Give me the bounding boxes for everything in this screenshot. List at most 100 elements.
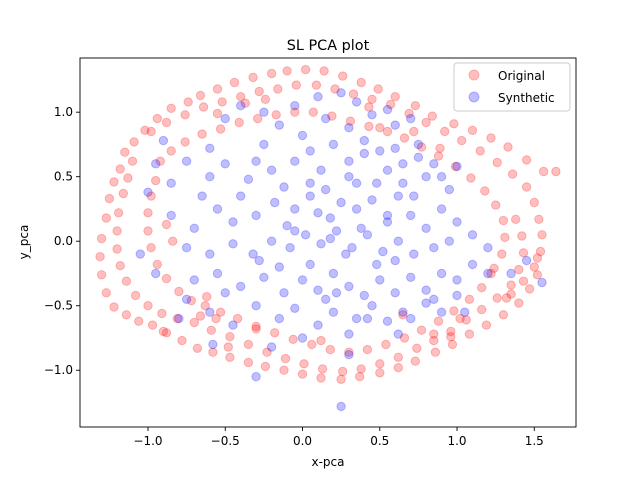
point-synthetic: [316, 239, 326, 249]
point-original: [161, 219, 172, 230]
point-original: [390, 92, 400, 102]
point-synthetic: [375, 146, 385, 156]
point-original: [248, 72, 258, 83]
point-original: [319, 66, 329, 76]
point-original: [336, 374, 346, 384]
point-synthetic: [212, 204, 223, 214]
point-synthetic: [452, 161, 462, 172]
point-original: [532, 253, 543, 263]
point-original: [416, 325, 427, 335]
point-synthetic: [344, 350, 354, 360]
point-synthetic: [236, 281, 246, 292]
point-synthetic: [406, 113, 416, 124]
point-synthetic: [367, 195, 377, 205]
point-synthetic: [359, 148, 369, 159]
point-original: [511, 214, 521, 225]
point-original: [409, 126, 419, 137]
point-synthetic: [452, 217, 462, 227]
point-synthetic: [390, 120, 400, 130]
point-original: [393, 352, 403, 362]
point-synthetic: [351, 178, 362, 188]
point-original: [243, 339, 254, 350]
point-synthetic: [151, 159, 161, 169]
point-synthetic: [212, 268, 223, 279]
point-original: [534, 214, 544, 225]
point-original: [404, 108, 414, 119]
point-original: [532, 270, 543, 280]
point-original: [427, 111, 437, 121]
point-original: [416, 142, 427, 152]
y-tick-label: −1.0: [44, 363, 73, 377]
point-original: [433, 151, 444, 161]
point-synthetic: [356, 223, 366, 234]
point-original: [112, 244, 122, 254]
point-synthetic: [251, 301, 261, 311]
point-synthetic: [467, 259, 478, 270]
point-original: [208, 347, 218, 357]
point-synthetic: [228, 239, 238, 249]
x-tick-label: 0.0: [293, 434, 312, 448]
point-original: [486, 268, 496, 279]
point-synthetic: [413, 139, 424, 150]
point-original: [421, 117, 431, 128]
point-original: [330, 84, 340, 94]
legend-marker-original: [468, 69, 480, 81]
point-original: [492, 293, 502, 303]
point-original: [192, 343, 203, 353]
point-original: [143, 301, 153, 311]
point-synthetic: [254, 255, 264, 266]
point-synthetic: [367, 301, 377, 311]
point-original: [489, 263, 499, 273]
point-original: [446, 332, 456, 342]
point-original: [121, 276, 132, 286]
point-original: [486, 133, 496, 143]
point-synthetic: [359, 135, 369, 146]
point-original: [382, 126, 393, 137]
point-original: [279, 365, 289, 375]
point-original: [161, 328, 172, 338]
point-original: [225, 352, 235, 362]
point-original: [266, 68, 277, 79]
point-original: [433, 316, 444, 326]
point-synthetic: [220, 288, 230, 298]
point-synthetic: [331, 226, 342, 236]
point-synthetic: [382, 210, 393, 221]
point-synthetic: [328, 268, 339, 279]
x-tick-label: −1.0: [133, 434, 162, 448]
point-synthetic: [398, 307, 408, 317]
point-synthetic: [205, 172, 215, 182]
point-original: [393, 363, 403, 373]
point-synthetic: [406, 272, 416, 282]
point-original: [373, 84, 383, 94]
point-synthetic: [236, 101, 246, 111]
point-synthetic: [205, 307, 215, 317]
point-synthetic: [344, 172, 354, 182]
point-synthetic: [429, 294, 439, 304]
point-synthetic: [421, 298, 431, 308]
point-original: [498, 215, 509, 226]
point-synthetic: [325, 233, 335, 244]
point-synthetic: [390, 143, 400, 154]
point-original: [212, 84, 223, 94]
point-original: [429, 329, 439, 339]
point-original: [308, 107, 318, 117]
point-synthetic: [208, 339, 218, 350]
point-synthetic: [259, 107, 269, 117]
point-original: [362, 344, 373, 355]
point-original: [429, 335, 439, 346]
point-original: [260, 361, 271, 372]
point-original: [375, 368, 385, 378]
point-synthetic: [305, 178, 315, 188]
point-original: [121, 310, 132, 320]
point-original: [260, 94, 271, 105]
point-synthetic: [290, 101, 300, 111]
point-synthetic: [378, 246, 388, 257]
x-tick-label: 1.0: [447, 434, 466, 448]
point-original: [211, 313, 221, 324]
point-original: [157, 308, 167, 319]
point-original: [147, 320, 158, 330]
x-axis-ticks: −1.0 −0.5 0.0 0.5 1.0 1.5: [133, 427, 544, 448]
point-original: [198, 102, 209, 112]
point-synthetic: [393, 191, 403, 201]
point-original: [497, 249, 507, 259]
